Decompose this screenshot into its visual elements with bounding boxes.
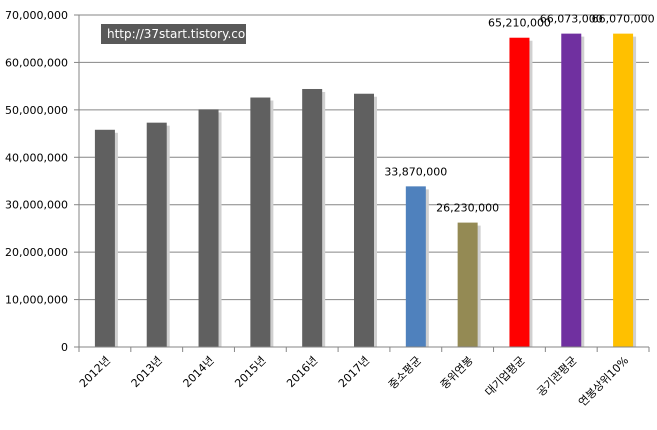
bar-2 <box>146 122 167 347</box>
watermark: http://37start.tistory.com <box>101 24 257 44</box>
y-tick-label: 70,000,000 <box>5 9 68 22</box>
bar-7 <box>405 186 426 347</box>
x-tick-label: 2013년 <box>129 354 165 390</box>
bar-4 <box>250 97 271 347</box>
y-tick-label: 40,000,000 <box>5 151 68 164</box>
y-axis: 0 10,000,000 20,000,000 30,000,000 40,000,00… <box>5 9 80 354</box>
x-tick-label: 2014년 <box>181 354 217 390</box>
data-label: 65,210,000 <box>488 17 551 30</box>
data-label: 66,073,000 <box>540 13 603 26</box>
x-tick-label: 2017년 <box>336 354 372 390</box>
bars <box>94 33 637 348</box>
y-tick-label: 0 <box>61 341 68 354</box>
bar-8 <box>457 222 478 347</box>
x-tick-label: 중위연봉 <box>438 354 476 392</box>
x-tick-label: 공기관평균 <box>534 354 579 399</box>
y-tick-label: 20,000,000 <box>5 246 68 259</box>
watermark-text: http://37start.tistory.com <box>107 27 257 41</box>
x-tick-label: 연봉상위10% <box>576 354 631 409</box>
x-tick-label: 2012년 <box>77 354 113 390</box>
x-axis: 2012년 2013년 2014년 2015년 2016년 2017년 중소평균 중위연봉 대기… <box>77 346 650 409</box>
x-tick-label: 2015년 <box>232 354 268 390</box>
y-tick-label: 10,000,000 <box>5 294 68 307</box>
bar-11 <box>613 33 634 347</box>
x-tick-label: 대기업평균 <box>483 354 528 399</box>
data-label: 33,870,000 <box>384 165 447 178</box>
y-tick-label: 30,000,000 <box>5 199 68 212</box>
data-label: 66,070,000 <box>592 13 655 26</box>
bar-1 <box>94 129 115 347</box>
bar-9 <box>509 37 530 347</box>
bar-3 <box>198 109 219 347</box>
bar-6 <box>354 93 374 347</box>
y-tick-label: 60,000,000 <box>5 56 68 69</box>
data-label: 26,230,000 <box>436 202 499 215</box>
x-tick-label: 중소평균 <box>386 354 424 392</box>
bar-10 <box>561 33 582 348</box>
x-tick-label: 2016년 <box>284 354 320 390</box>
data-labels: 33,870,000 26,230,000 65,210,00066,073,000… <box>384 13 654 215</box>
bar-5 <box>302 88 323 347</box>
y-tick-label: 50,000,000 <box>5 104 68 117</box>
